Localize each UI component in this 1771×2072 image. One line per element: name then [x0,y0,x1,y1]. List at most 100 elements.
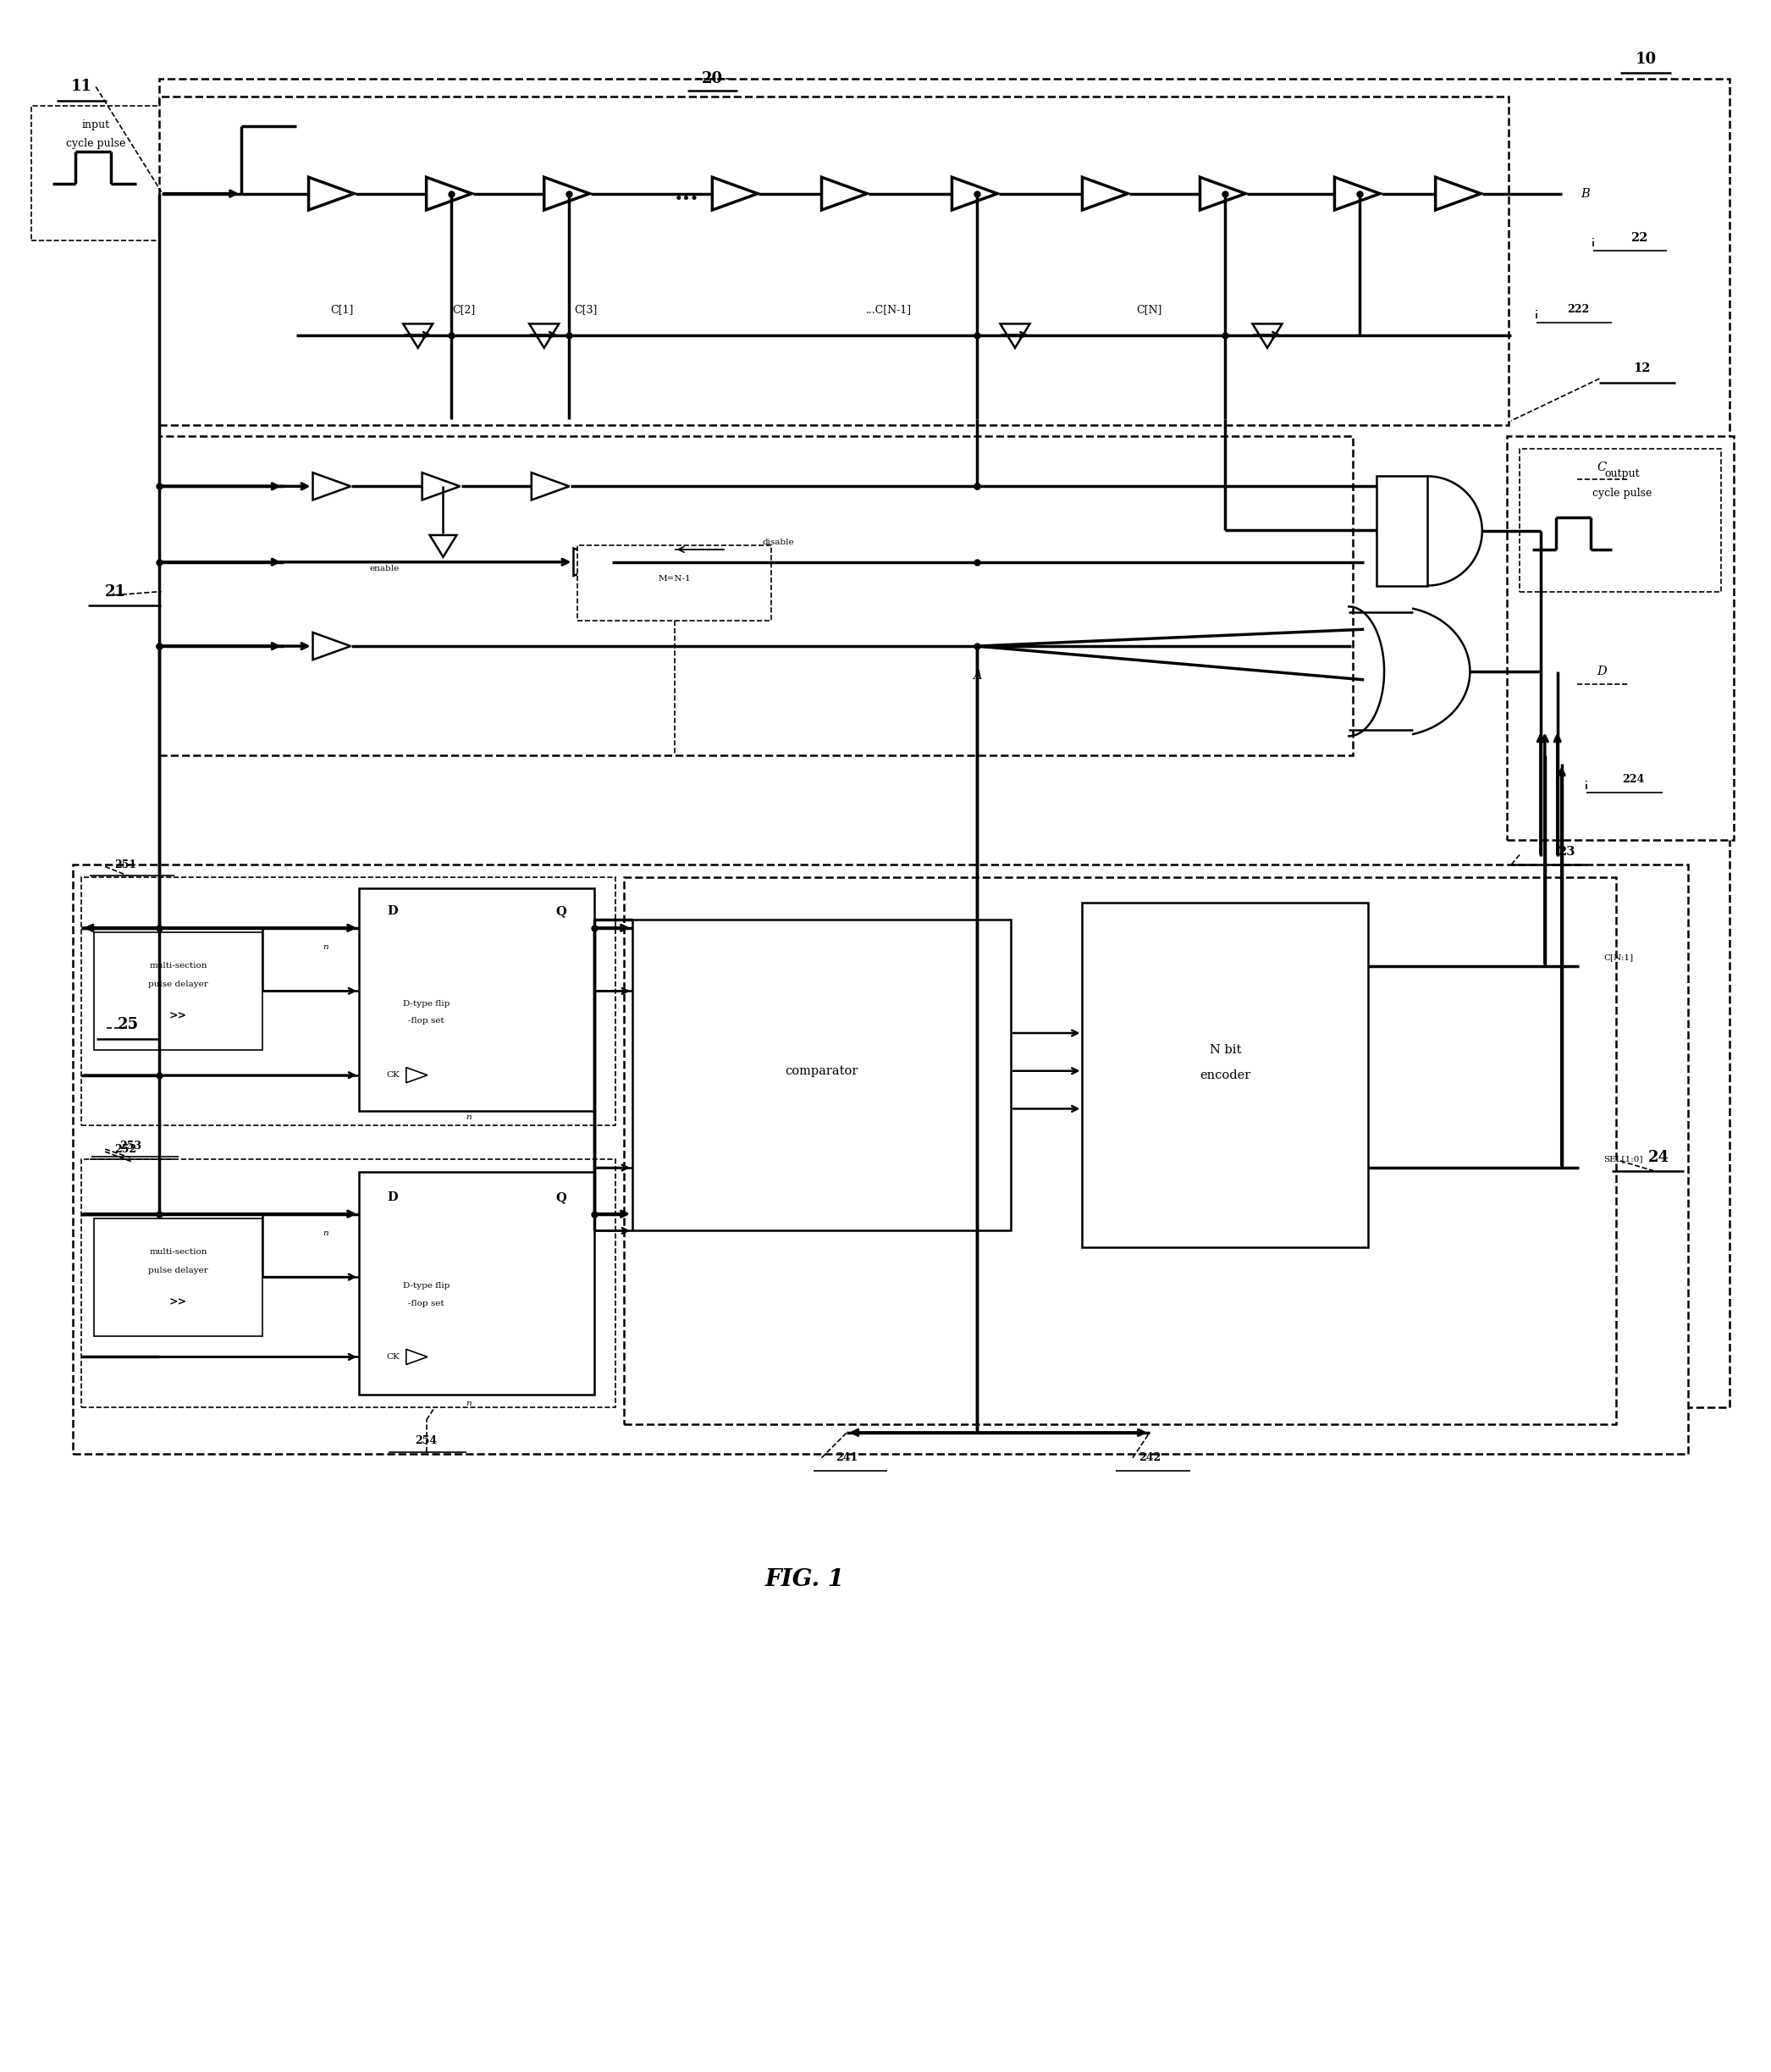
Text: 253: 253 [119,1140,142,1152]
Text: pulse delayer: pulse delayer [149,1266,209,1274]
Bar [1520,448,1721,591]
Polygon shape [1201,178,1245,209]
Text: n: n [466,1399,471,1407]
Polygon shape [544,178,590,209]
Text: C[N]: C[N] [1137,305,1162,315]
Text: enable: enable [370,566,398,572]
Text: 21: 21 [104,584,126,599]
Text: ...: ... [675,182,700,205]
Polygon shape [313,472,351,499]
Bar [159,97,1509,425]
Text: >>: >> [170,1297,188,1307]
Bar [94,932,262,1051]
Text: 11: 11 [71,79,92,95]
Text: multi-section: multi-section [149,1247,207,1256]
Text: 10: 10 [1635,52,1656,66]
Text: ...C[N-1]: ...C[N-1] [866,305,912,315]
Polygon shape [427,178,471,209]
Text: C[N:1]: C[N:1] [1605,953,1633,961]
Text: 23: 23 [1558,845,1574,858]
Text: pulse delayer: pulse delayer [149,980,209,988]
Polygon shape [822,178,868,209]
Polygon shape [574,549,611,576]
Text: cycle pulse: cycle pulse [66,137,126,149]
Text: comparator: comparator [785,1065,859,1077]
Text: Q: Q [556,1191,567,1204]
Text: 251: 251 [115,860,136,870]
Text: 25: 25 [117,1017,138,1032]
Text: SEL[1:0]: SEL[1:0] [1605,1156,1643,1162]
Text: >>: >> [170,1011,188,1021]
Bar [1082,903,1369,1247]
Polygon shape [1335,178,1380,209]
Text: -flop set: -flop set [409,1017,445,1024]
Text: 222: 222 [1567,305,1590,315]
Polygon shape [531,472,568,499]
Bar [32,106,161,240]
Bar [632,920,1011,1231]
Text: C[3]: C[3] [574,305,599,315]
Text: D: D [388,1191,398,1204]
Text: 241: 241 [836,1452,857,1463]
Polygon shape [1252,323,1282,348]
Text: CK: CK [386,1353,400,1361]
Text: 224: 224 [1622,773,1643,785]
Text: input: input [81,118,110,131]
Bar [81,876,616,1125]
Text: 24: 24 [1647,1150,1668,1164]
Text: 22: 22 [1631,232,1647,244]
Text: 20: 20 [701,70,723,87]
Polygon shape [406,1067,427,1084]
Text: C[1]: C[1] [331,305,354,315]
Polygon shape [953,178,997,209]
Text: 12: 12 [1633,363,1651,375]
Polygon shape [1001,323,1029,348]
Polygon shape [1082,178,1128,209]
Text: N bit: N bit [1210,1044,1241,1057]
Polygon shape [404,323,432,348]
Text: C[2]: C[2] [453,305,476,315]
Text: D: D [1597,665,1606,678]
Bar [1376,477,1427,586]
Text: 242: 242 [1139,1452,1160,1463]
Bar [73,864,1688,1455]
Bar [1507,435,1734,839]
Text: D-type flip: D-type flip [404,1001,450,1007]
Polygon shape [712,178,758,209]
Text: n: n [466,1113,471,1121]
Text: FIG. 1: FIG. 1 [765,1569,845,1591]
Text: D: D [388,905,398,918]
Bar [94,1218,262,1336]
Bar [360,1173,595,1394]
Bar [577,545,770,622]
Bar [623,876,1617,1423]
Text: 254: 254 [414,1436,437,1446]
Text: M=N-1: M=N-1 [659,576,691,582]
Text: n: n [322,943,328,951]
Text: -flop set: -flop set [409,1299,445,1307]
Text: encoder: encoder [1199,1069,1250,1082]
Text: multi-section: multi-section [149,961,207,970]
Polygon shape [530,323,560,348]
Bar [360,889,595,1111]
Text: disable: disable [762,539,793,547]
Text: output: output [1605,468,1640,479]
Polygon shape [421,472,460,499]
Bar [159,435,1353,756]
Text: B: B [1580,189,1590,199]
Text: CK: CK [386,1071,400,1080]
Bar [159,79,1730,1407]
Polygon shape [308,178,354,209]
Text: 252: 252 [115,1144,136,1154]
Text: D-type flip: D-type flip [404,1283,450,1289]
Text: Q: Q [556,905,567,918]
Polygon shape [313,632,351,659]
Text: cycle pulse: cycle pulse [1592,487,1652,499]
Polygon shape [430,535,457,557]
Polygon shape [1436,178,1481,209]
Text: n: n [322,1229,328,1237]
Text: C: C [1597,462,1606,474]
Polygon shape [406,1349,427,1365]
Bar [81,1158,616,1407]
Text: A: A [972,669,981,682]
